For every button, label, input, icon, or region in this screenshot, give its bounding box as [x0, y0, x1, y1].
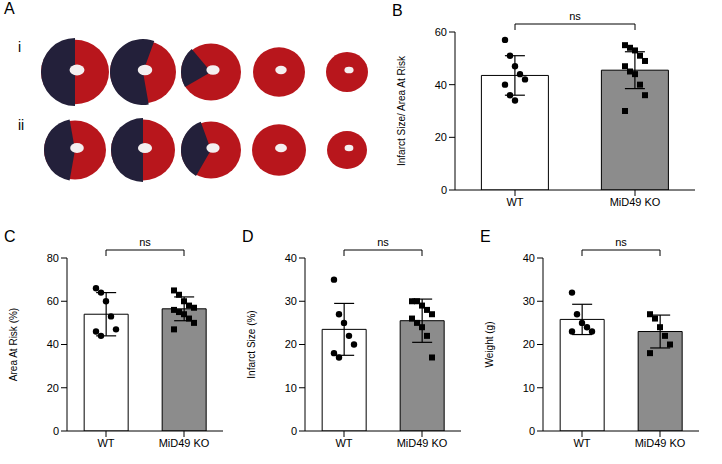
- svg-text:80: 80: [47, 252, 59, 264]
- svg-text:Weight (g): Weight (g): [484, 322, 495, 368]
- svg-text:i: i: [18, 39, 21, 55]
- svg-text:ii: ii: [18, 117, 24, 133]
- svg-text:Area At Risk (%): Area At Risk (%): [8, 308, 19, 381]
- html-text:D: D: [242, 228, 254, 245]
- svg-text:ns: ns: [615, 236, 627, 248]
- svg-text:20: 20: [47, 382, 59, 394]
- svg-text:Infarct Size (%): Infarct Size (%): [246, 310, 257, 378]
- svg-text:0: 0: [291, 425, 297, 437]
- svg-text:MiD49 KO: MiD49 KO: [159, 437, 210, 449]
- svg-text:0: 0: [441, 184, 447, 196]
- svg-text:ns: ns: [569, 10, 581, 22]
- html-text:E: E: [480, 228, 491, 245]
- svg-text:60: 60: [435, 26, 447, 38]
- svg-text:ns: ns: [377, 236, 389, 248]
- svg-text:20: 20: [523, 338, 535, 350]
- svg-text:60: 60: [47, 295, 59, 307]
- svg-text:30: 30: [285, 295, 297, 307]
- svg-text:ns: ns: [139, 236, 151, 248]
- html-text:C: C: [4, 228, 16, 245]
- svg-text:0: 0: [53, 425, 59, 437]
- svg-text:20: 20: [435, 131, 447, 143]
- svg-text:WT: WT: [335, 437, 352, 449]
- svg-text:40: 40: [47, 338, 59, 350]
- svg-text:MiD49 KO: MiD49 KO: [610, 196, 661, 208]
- svg-text:Infarct Size/ Area At Risk: Infarct Size/ Area At Risk: [396, 55, 407, 166]
- svg-text:40: 40: [285, 252, 297, 264]
- svg-text:10: 10: [523, 382, 535, 394]
- svg-text:40: 40: [435, 79, 447, 91]
- html-text:A: A: [4, 0, 15, 17]
- svg-text:40: 40: [523, 252, 535, 264]
- svg-text:MiD49 KO: MiD49 KO: [397, 437, 448, 449]
- svg-text:10: 10: [285, 382, 297, 394]
- svg-text:20: 20: [285, 338, 297, 350]
- svg-text:WT: WT: [506, 196, 523, 208]
- svg-text:30: 30: [523, 295, 535, 307]
- svg-text:WT: WT: [573, 437, 590, 449]
- html-text:B: B: [392, 2, 403, 19]
- svg-text:MiD49 KO: MiD49 KO: [635, 437, 686, 449]
- svg-text:0: 0: [529, 425, 535, 437]
- svg-text:WT: WT: [97, 437, 114, 449]
